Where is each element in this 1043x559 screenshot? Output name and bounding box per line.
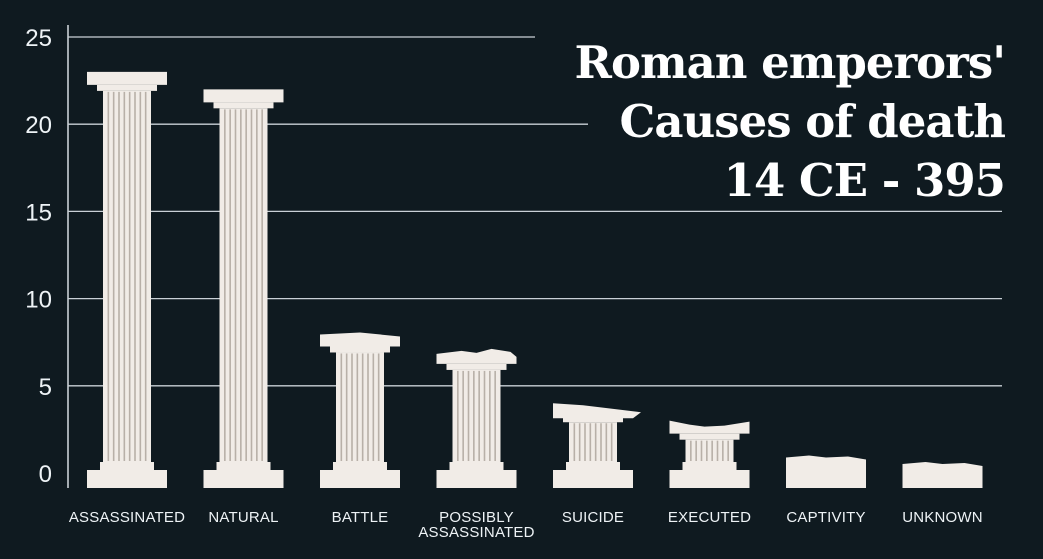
column-bar xyxy=(786,455,866,488)
column-capital xyxy=(436,348,517,364)
column-neck xyxy=(97,84,157,91)
column-base-ring xyxy=(682,462,737,471)
column-bar xyxy=(203,89,284,488)
column-stub xyxy=(786,455,866,488)
column-bar xyxy=(87,71,167,488)
column-plinth xyxy=(669,470,750,488)
column-capital xyxy=(320,332,400,347)
column-base-ring xyxy=(449,462,504,471)
column-stub xyxy=(902,462,983,488)
column-shaft xyxy=(452,369,501,462)
category-label: UNKNOWN xyxy=(902,509,983,526)
column-neck xyxy=(446,363,507,370)
category-labels: ASSASSINATED NATURAL BATTLE POSSIBLYASSASSI… xyxy=(69,509,983,541)
axis-layer: 0 5 10 15 20 25 xyxy=(25,25,69,488)
column-neck xyxy=(679,433,740,440)
column-base-ring xyxy=(216,462,271,471)
column-capital xyxy=(553,403,641,419)
column-plinth xyxy=(553,470,633,488)
y-tick-label: 10 xyxy=(25,287,52,314)
y-tick-label: 25 xyxy=(25,25,52,52)
chart-title-line: 14 CE - 395 xyxy=(724,154,1005,207)
column-base-ring xyxy=(100,462,154,471)
column-plinth xyxy=(203,470,284,488)
columns-layer xyxy=(87,71,983,488)
category-label: POSSIBLY xyxy=(439,509,514,526)
column-bar xyxy=(320,332,400,488)
column-shaft xyxy=(336,352,384,462)
column-plinth xyxy=(436,470,517,488)
column-neck xyxy=(213,102,274,109)
column-shaft xyxy=(685,439,734,462)
chart-title-line: Causes of death xyxy=(620,95,1006,148)
column-neck xyxy=(563,416,623,423)
category-label: EXECUTED xyxy=(668,509,751,526)
column-capital xyxy=(203,89,284,103)
chart-title: Roman emperors' Causes of death 14 CE - 39… xyxy=(575,36,1007,207)
column-bar xyxy=(902,462,983,488)
category-label: ASSASSINATED xyxy=(418,524,534,541)
column-capital xyxy=(87,71,167,85)
column-base-ring xyxy=(566,462,620,471)
chart-title-line: Roman emperors' xyxy=(575,36,1005,89)
y-tick-label: 0 xyxy=(39,461,52,488)
column-plinth xyxy=(87,470,167,488)
column-base-ring xyxy=(333,462,387,471)
y-tick-label: 5 xyxy=(39,374,52,401)
category-label: BATTLE xyxy=(332,509,389,526)
column-bar xyxy=(436,348,517,488)
category-label: CAPTIVITY xyxy=(786,509,865,526)
column-neck xyxy=(330,346,390,353)
column-shaft xyxy=(219,108,268,462)
column-bar xyxy=(553,403,641,488)
column-plinth xyxy=(320,470,400,488)
category-label: NATURAL xyxy=(208,509,278,526)
category-label: ASSASSINATED xyxy=(69,509,185,526)
column-capital xyxy=(669,420,750,434)
column-shaft xyxy=(103,90,151,462)
y-tick-label: 20 xyxy=(25,112,52,139)
column-shaft xyxy=(569,422,617,462)
column-bar xyxy=(669,420,750,488)
category-label: SUICIDE xyxy=(562,509,624,526)
y-tick-label: 15 xyxy=(25,199,52,226)
